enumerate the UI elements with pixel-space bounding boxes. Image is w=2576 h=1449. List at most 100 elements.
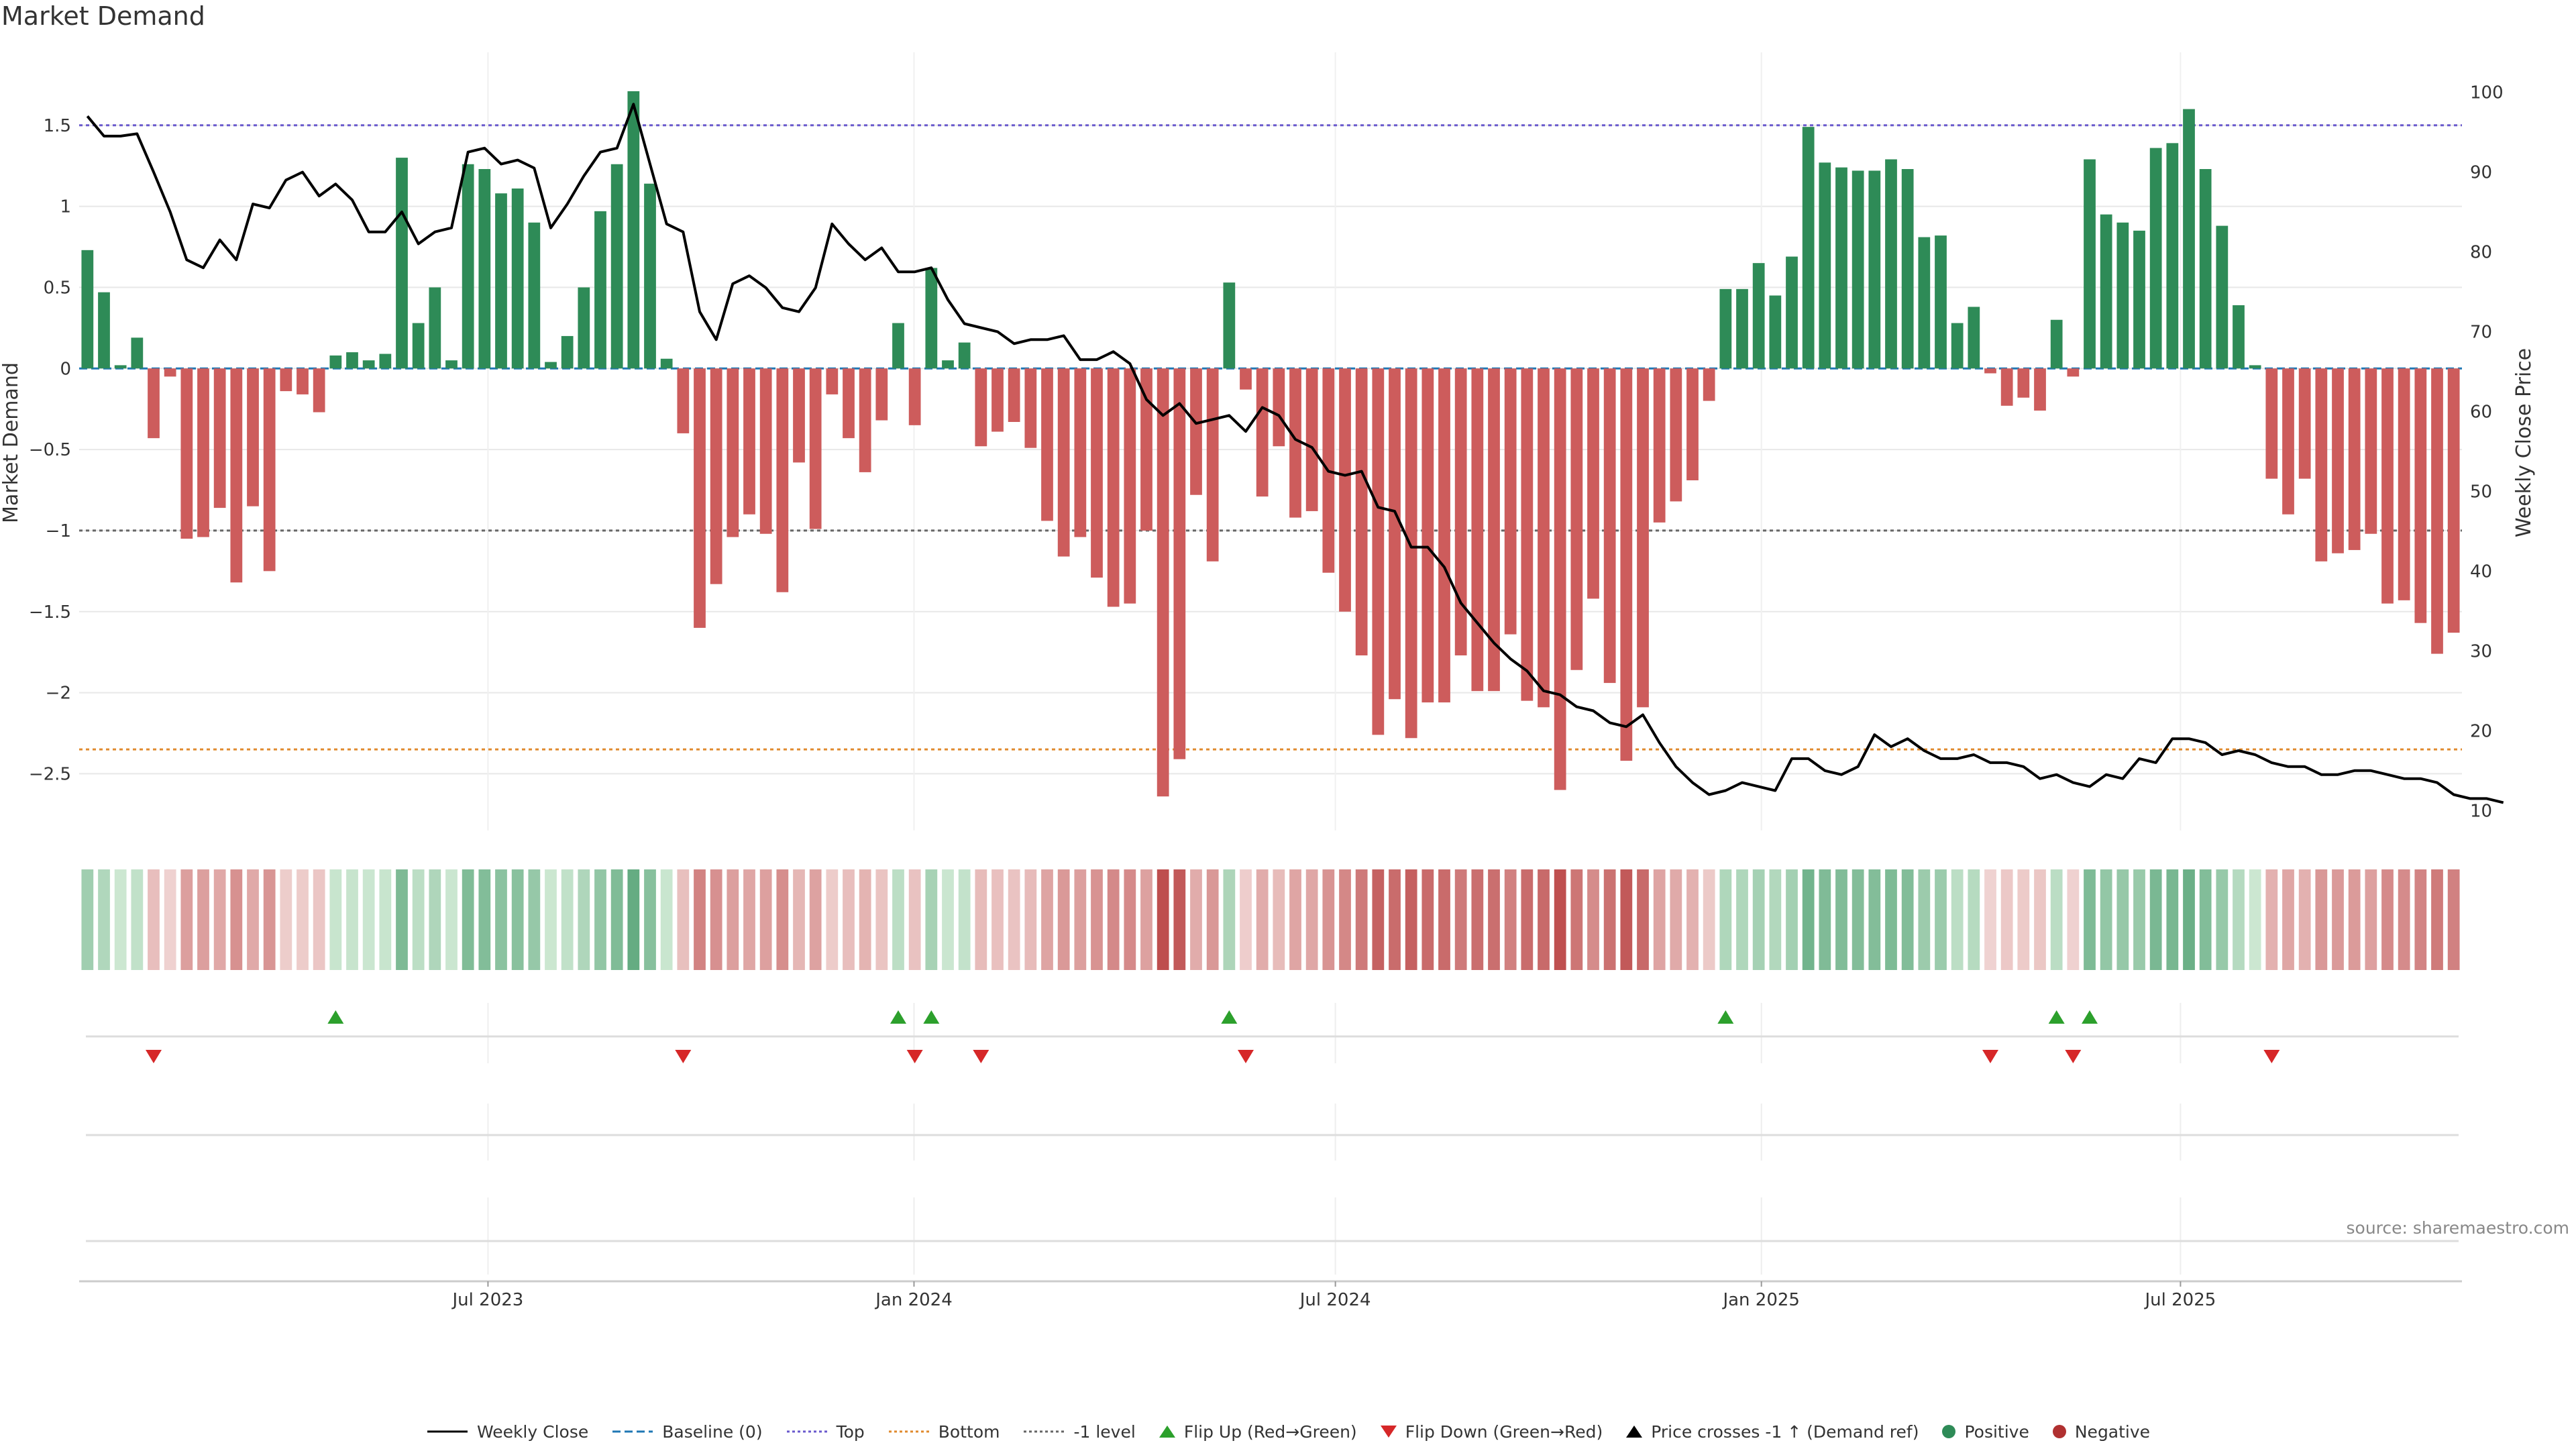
flip-up-marker xyxy=(2082,1010,2098,1024)
heat-cell xyxy=(1769,869,1782,970)
demand-bar xyxy=(445,360,458,369)
heat-cell xyxy=(859,869,871,970)
y2-tick-label: 10 xyxy=(2470,801,2492,821)
heat-cell xyxy=(180,869,193,970)
page-title: Market Demand xyxy=(1,1,205,31)
heat-cell xyxy=(1935,869,1947,970)
heat-cell xyxy=(1157,869,1169,970)
heat-cell xyxy=(627,869,640,970)
demand-bar xyxy=(362,360,375,369)
y2-tick-label: 40 xyxy=(2470,561,2492,582)
y2-tick-label: 50 xyxy=(2470,482,2492,502)
flip-up-marker xyxy=(923,1010,940,1024)
demand-bar xyxy=(114,365,127,369)
demand-bar xyxy=(1686,368,1699,480)
demand-bar xyxy=(1935,235,1947,369)
heat-cell xyxy=(776,869,789,970)
heat-cell xyxy=(644,869,656,970)
demand-bar xyxy=(1405,368,1417,739)
heat-cell xyxy=(1802,869,1815,970)
demand-bar xyxy=(1024,368,1037,448)
demand-bar xyxy=(1802,127,1815,369)
y-axis-label: Market Demand xyxy=(0,362,23,523)
heat-cell xyxy=(1554,869,1566,970)
demand-bar xyxy=(776,368,789,592)
x-tick-label: Jul 2023 xyxy=(451,1290,524,1310)
demand-bar xyxy=(1091,368,1103,578)
demand-bar xyxy=(1438,368,1450,703)
heat-cell xyxy=(561,869,574,970)
legend-item: Baseline (0) xyxy=(611,1422,763,1442)
demand-bar xyxy=(180,368,193,539)
y2-tick-label: 80 xyxy=(2470,242,2492,262)
heat-cell xyxy=(2183,869,2195,970)
heat-cell xyxy=(445,869,458,970)
heat-cell xyxy=(478,869,491,970)
legend-item: Price crosses -1 ↑ (Demand ref) xyxy=(1625,1422,1919,1442)
demand-bar xyxy=(644,183,656,369)
heat-cell xyxy=(1355,869,1368,970)
heat-cell xyxy=(1885,869,1897,970)
heat-cell xyxy=(213,869,226,970)
heat-cell xyxy=(610,869,623,970)
demand-bar xyxy=(826,368,839,394)
legend-swatch xyxy=(888,1430,929,1433)
x-axis-ticks: Jul 2023 Jan 2024 Jul 2024 Jan 2025 Jul 2025 xyxy=(451,1281,2216,1310)
demand-bar xyxy=(545,362,557,369)
demand-bar xyxy=(710,368,722,584)
heat-cell xyxy=(710,869,722,970)
demand-bar xyxy=(495,193,507,369)
heat-cell xyxy=(826,869,839,970)
heat-cell xyxy=(2265,869,2278,970)
demand-bar xyxy=(429,287,441,369)
demand-bar xyxy=(1223,282,1236,369)
demand-bar xyxy=(2398,368,2410,600)
legend-item: -1 level xyxy=(1022,1422,1136,1442)
heat-cell xyxy=(2034,869,2046,970)
heat-cell xyxy=(809,869,822,970)
heat-cell xyxy=(1835,869,1847,970)
demand-bar xyxy=(694,368,706,628)
heat-cell xyxy=(1173,869,1186,970)
heat-cell xyxy=(528,869,541,970)
legend-item: Top xyxy=(786,1422,865,1442)
y-tick-label: −2 xyxy=(46,684,71,704)
demand-bar xyxy=(2431,368,2443,654)
demand-bar xyxy=(1868,170,1881,369)
demand-bar xyxy=(2315,368,2328,561)
heat-cell xyxy=(1339,869,1351,970)
demand-bar xyxy=(1918,237,1931,369)
heat-cell xyxy=(148,869,160,970)
heat-cell xyxy=(81,869,94,970)
grid-lines xyxy=(79,52,2462,1275)
legend-swatch xyxy=(1024,1430,1065,1433)
demand-bar xyxy=(247,368,259,506)
y2-tick-label: 20 xyxy=(2470,721,2492,741)
demand-bar xyxy=(313,368,325,413)
demand-bar xyxy=(1819,162,1831,369)
heat-cell xyxy=(2067,869,2080,970)
heat-cell xyxy=(1570,869,1583,970)
price-line-group xyxy=(86,103,2504,804)
heat-cell xyxy=(1240,869,1252,970)
heat-cell xyxy=(1091,869,1103,970)
heat-cell xyxy=(230,869,243,970)
heat-cell xyxy=(594,869,606,970)
demand-bar xyxy=(2133,230,2145,369)
demand-bar xyxy=(1670,368,1682,502)
demand-bar xyxy=(859,368,871,472)
legend-label: Positive xyxy=(1964,1421,2029,1442)
heat-cell xyxy=(2000,869,2013,970)
y2-tick-label: 60 xyxy=(2470,402,2492,422)
heat-cell xyxy=(1041,869,1053,970)
demand-bar xyxy=(396,158,408,369)
heat-cell xyxy=(1620,869,1633,970)
demand-bar xyxy=(660,358,673,369)
demand-bar xyxy=(958,342,971,369)
legend-item: Weekly Close xyxy=(426,1422,588,1442)
heat-cell xyxy=(2133,869,2145,970)
demand-bar xyxy=(1968,307,1980,369)
heat-cell xyxy=(1140,869,1152,970)
demand-bar xyxy=(1554,368,1566,790)
y-tick-label: −1.5 xyxy=(29,602,71,623)
